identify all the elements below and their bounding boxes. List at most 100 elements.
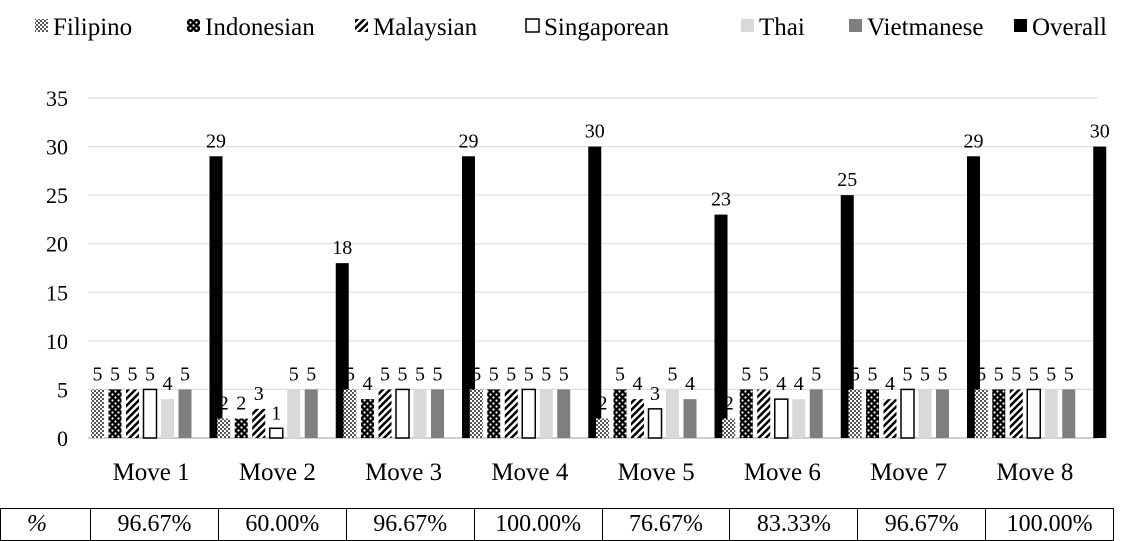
bar-vietmanese <box>431 389 444 438</box>
y-tick-label: 20 <box>46 232 68 257</box>
percentage-cell: 60.00% <box>217 508 347 541</box>
bar-overall <box>462 156 475 439</box>
percentage-label: % <box>0 508 91 541</box>
percentage-cell: 76.67% <box>601 508 731 541</box>
x-tick-label: Move 6 <box>744 459 821 486</box>
data-label: 5 <box>868 363 878 385</box>
x-tick-label: Move 2 <box>239 459 316 486</box>
x-tick-label: Move 5 <box>618 459 695 486</box>
bar-filipino <box>469 389 483 438</box>
x-axis: Move 1 Move 2 Move 3 Move 4 Move 5 Move 6 Move… <box>113 459 1074 486</box>
data-label: 5 <box>811 363 821 385</box>
legend-swatch-singaporean <box>525 18 540 33</box>
data-label: 5 <box>180 363 190 385</box>
bar-malaysian <box>757 389 771 438</box>
data-label: 29 <box>459 130 479 152</box>
bar-indonesian <box>866 389 879 438</box>
data-label: 5 <box>903 363 913 385</box>
bar-filipino <box>91 389 104 438</box>
bar-singaporean <box>142 388 158 439</box>
legend-label-filipino: Filipino <box>53 14 132 41</box>
bar-vietmanese <box>1062 389 1076 438</box>
bar-indonesian <box>613 389 627 438</box>
data-label: 5 <box>433 363 443 385</box>
legend-swatch-malaysian <box>355 19 368 32</box>
bar-malaysian <box>504 389 518 438</box>
bar-vietmanese <box>178 389 192 438</box>
legend-swatch-thai <box>741 19 754 32</box>
data-label: 5 <box>380 363 390 385</box>
data-label: 5 <box>1046 363 1056 385</box>
data-label: 29 <box>206 130 226 152</box>
bar-overall <box>209 156 223 439</box>
data-label: 30 <box>1090 121 1110 143</box>
legend-swatch-overall <box>1014 19 1027 32</box>
percentage-cell: 96.67% <box>345 508 475 541</box>
chart: Filipino Indonesian Malaysian Singaporean Th… <box>35 14 1110 486</box>
data-label: 5 <box>1029 363 1039 385</box>
bar-indonesian <box>992 389 1006 438</box>
bar-thai <box>666 389 679 438</box>
data-label: 5 <box>1011 363 1021 385</box>
y-axis: 0 5 10 15 20 25 30 35 <box>46 86 68 451</box>
x-tick-label: Move 3 <box>365 459 442 486</box>
data-label: 5 <box>93 363 103 385</box>
percentage-cell: 100.00% <box>985 508 1114 541</box>
bar-singaporean <box>521 388 536 439</box>
bar-filipino <box>217 418 231 438</box>
bar-singaporean <box>774 398 789 439</box>
y-tick-label: 25 <box>46 183 68 208</box>
bar-filipino <box>848 389 862 438</box>
legend-label-overall: Overall <box>1032 14 1107 41</box>
data-label: 5 <box>541 363 551 385</box>
legend-label-malaysian: Malaysian <box>373 14 478 41</box>
data-label: 29 <box>964 130 984 152</box>
data-label: 5 <box>759 363 769 385</box>
bar-thai <box>792 399 806 438</box>
data-label: 5 <box>615 363 625 385</box>
data-label: 2 <box>219 393 229 415</box>
bar-vietmanese <box>683 399 697 438</box>
bar-indonesian <box>361 399 374 438</box>
data-label: 2 <box>598 393 608 415</box>
x-tick-label: Move 4 <box>491 459 569 486</box>
legend-label-singaporean: Singaporean <box>544 14 669 41</box>
bar-overall <box>588 146 602 439</box>
legend: Filipino Indonesian Malaysian Singaporean Th… <box>35 14 1107 41</box>
data-label: 30 <box>585 121 605 143</box>
bar-malaysian <box>126 389 139 438</box>
data-label: 5 <box>741 363 751 385</box>
bar-thai <box>1044 389 1058 438</box>
legend-swatch-indonesian <box>187 19 200 32</box>
bar-indonesian <box>234 418 248 438</box>
data-label: 1 <box>271 402 281 424</box>
bar-singaporean <box>1026 388 1041 439</box>
data-label: 5 <box>559 363 569 385</box>
bar-overall <box>840 195 854 438</box>
data-label: 5 <box>110 363 120 385</box>
y-tick-label: 15 <box>46 280 68 305</box>
percentage-cell: 83.33% <box>729 508 859 541</box>
bar-filipino <box>343 389 357 438</box>
data-label: 4 <box>885 373 895 395</box>
data-label: 18 <box>332 237 352 259</box>
y-tick-label: 30 <box>46 135 68 160</box>
bar-singaporean <box>395 388 410 439</box>
legend-swatch-vietmanese <box>849 19 862 32</box>
bar-singaporean <box>900 388 915 439</box>
percentage-cell: 100.00% <box>473 508 603 541</box>
data-label: 2 <box>724 393 734 415</box>
bar-vietmanese <box>304 389 318 438</box>
data-label: 5 <box>489 363 499 385</box>
bar-vietmanese <box>557 389 571 438</box>
data-label: 4 <box>685 373 695 395</box>
bar-thai <box>161 399 174 438</box>
bar-vietmanese <box>809 389 823 438</box>
bar-thai <box>287 389 301 438</box>
bar-malaysian <box>252 408 266 438</box>
data-label: 5 <box>128 363 138 385</box>
legend-swatch-filipino <box>35 19 48 32</box>
data-label: 4 <box>363 373 373 395</box>
data-label: 5 <box>145 363 155 385</box>
